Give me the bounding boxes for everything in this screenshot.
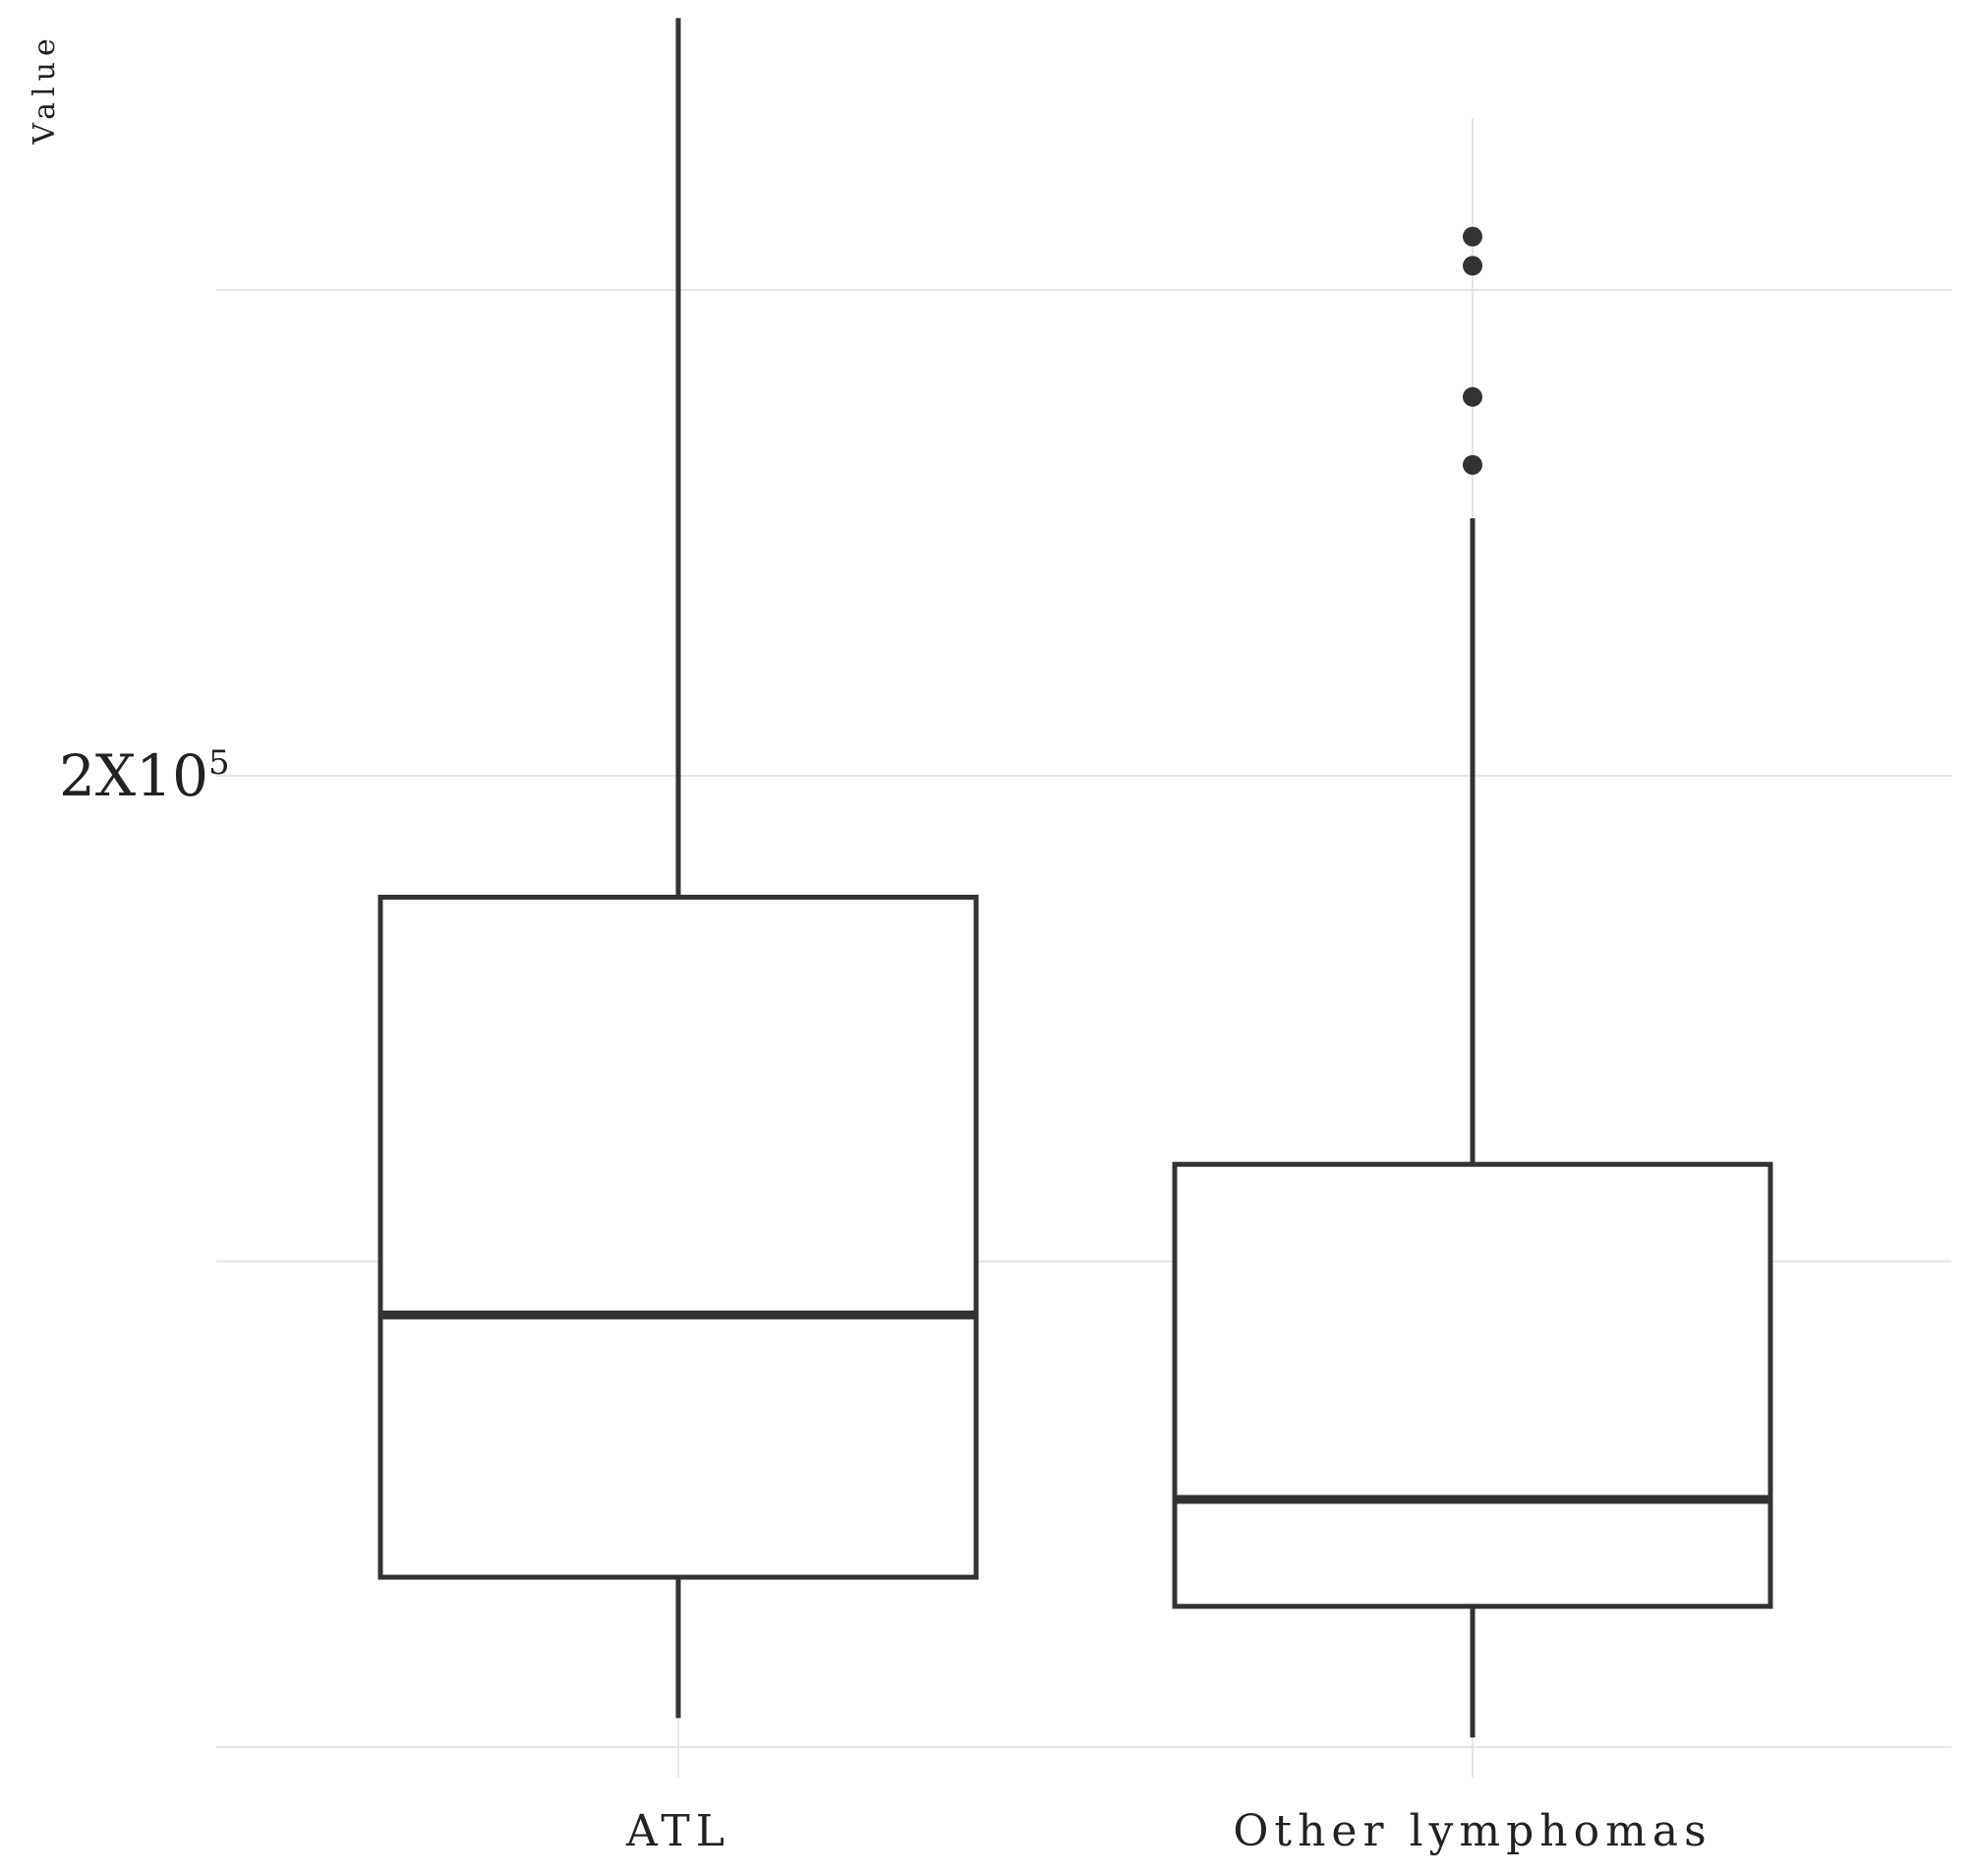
outlier-point <box>1463 226 1482 247</box>
y-tick-label: 2X105 <box>59 742 230 809</box>
y-tick-mantissa: 2X10 <box>59 742 208 809</box>
y-tick-exponent: 5 <box>208 743 230 783</box>
outlier-point <box>1463 454 1482 475</box>
box-iqr <box>377 895 979 1580</box>
label-layer: Value 2X1054X1056X105ATLOther lymphomas <box>28 32 1711 1856</box>
x-category-label: Other lymphomas <box>1233 1806 1711 1856</box>
outlier-point <box>1463 386 1482 407</box>
x-category-label: ATL <box>625 1806 730 1856</box>
y-axis-title: Value <box>28 32 62 145</box>
box-group <box>1172 226 1773 1738</box>
box-iqr <box>1172 1161 1773 1610</box>
box-group <box>377 18 979 1719</box>
box-layer <box>377 18 1773 1738</box>
outlier-point <box>1463 256 1482 276</box>
